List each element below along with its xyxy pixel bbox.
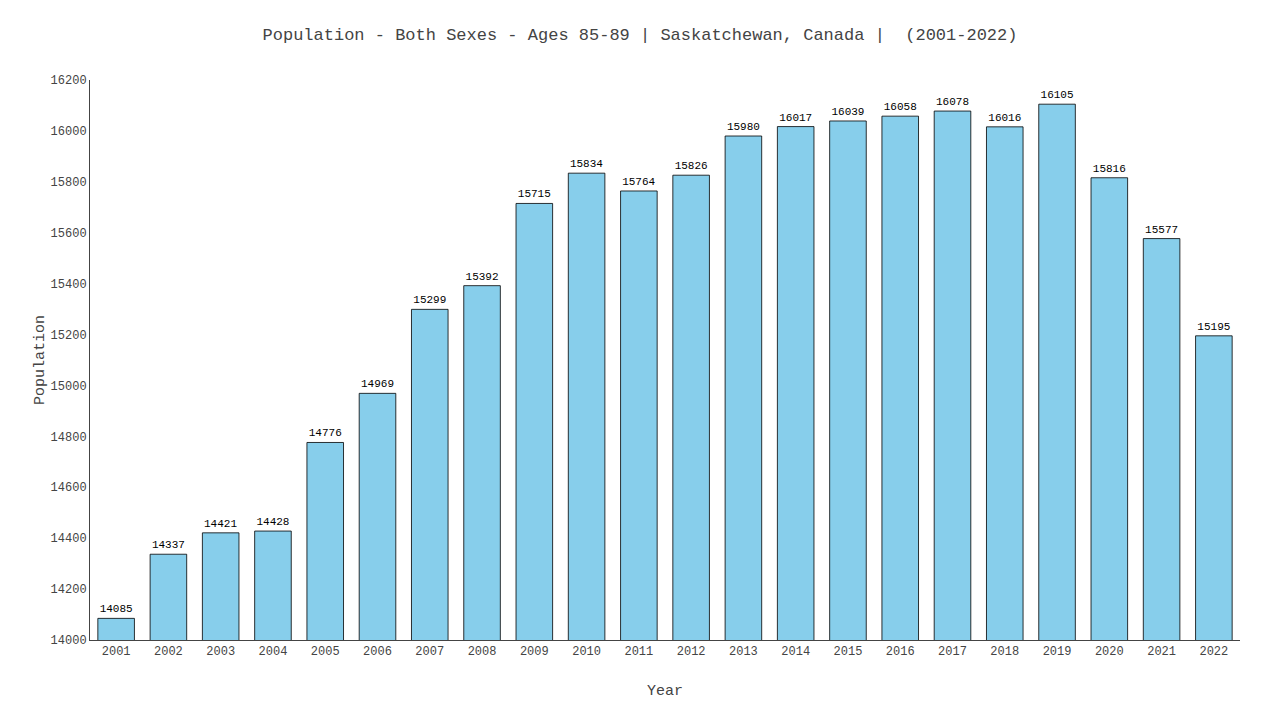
svg-text:2004: 2004	[259, 645, 288, 659]
svg-text:14400: 14400	[51, 532, 87, 546]
svg-text:15195: 15195	[1197, 321, 1230, 333]
svg-text:14200: 14200	[51, 583, 87, 597]
svg-text:15600: 15600	[51, 227, 87, 241]
svg-text:2022: 2022	[1199, 645, 1228, 659]
svg-text:Population: Population	[32, 315, 49, 405]
svg-text:15400: 15400	[51, 278, 87, 292]
svg-text:Year: Year	[647, 683, 683, 700]
svg-text:15826: 15826	[675, 160, 708, 172]
svg-text:15816: 15816	[1093, 163, 1126, 175]
svg-text:2019: 2019	[1043, 645, 1072, 659]
svg-text:16017: 16017	[779, 112, 812, 124]
svg-text:2010: 2010	[572, 645, 601, 659]
svg-text:2007: 2007	[415, 645, 444, 659]
svg-text:16105: 16105	[1041, 89, 1074, 101]
svg-text:15299: 15299	[413, 294, 446, 306]
svg-text:15392: 15392	[466, 271, 499, 283]
svg-text:2020: 2020	[1095, 645, 1124, 659]
svg-text:2018: 2018	[990, 645, 1019, 659]
svg-text:2017: 2017	[938, 645, 967, 659]
svg-text:14421: 14421	[204, 518, 237, 530]
svg-text:16058: 16058	[884, 101, 917, 113]
svg-text:16200: 16200	[51, 74, 87, 88]
svg-text:15800: 15800	[51, 176, 87, 190]
svg-text:2009: 2009	[520, 645, 549, 659]
svg-text:Population - Both Sexes - Ages: Population - Both Sexes - Ages 85-89 | S…	[263, 26, 1018, 45]
svg-text:2005: 2005	[311, 645, 340, 659]
svg-text:2013: 2013	[729, 645, 758, 659]
svg-text:14600: 14600	[51, 481, 87, 495]
svg-text:2021: 2021	[1147, 645, 1176, 659]
svg-text:2008: 2008	[468, 645, 497, 659]
svg-text:2011: 2011	[624, 645, 653, 659]
svg-text:16016: 16016	[988, 112, 1021, 124]
svg-text:14776: 14776	[309, 427, 342, 439]
svg-text:15577: 15577	[1145, 224, 1178, 236]
svg-text:14337: 14337	[152, 539, 185, 551]
svg-text:15834: 15834	[570, 158, 603, 170]
svg-text:2003: 2003	[206, 645, 235, 659]
svg-text:15764: 15764	[622, 176, 655, 188]
svg-text:14428: 14428	[256, 516, 289, 528]
svg-text:14000: 14000	[51, 634, 87, 648]
svg-text:14800: 14800	[51, 431, 87, 445]
svg-text:16078: 16078	[936, 96, 969, 108]
svg-text:2002: 2002	[154, 645, 183, 659]
svg-text:14085: 14085	[100, 603, 133, 615]
svg-text:2006: 2006	[363, 645, 392, 659]
svg-text:16039: 16039	[831, 106, 864, 118]
svg-text:2012: 2012	[677, 645, 706, 659]
svg-text:14969: 14969	[361, 378, 394, 390]
svg-text:15980: 15980	[727, 121, 760, 133]
svg-text:15715: 15715	[518, 188, 551, 200]
svg-text:15000: 15000	[51, 380, 87, 394]
svg-text:15200: 15200	[51, 329, 87, 343]
svg-text:2016: 2016	[886, 645, 915, 659]
svg-text:2014: 2014	[781, 645, 810, 659]
svg-text:2001: 2001	[102, 645, 131, 659]
svg-text:2015: 2015	[834, 645, 863, 659]
svg-text:16000: 16000	[51, 125, 87, 139]
